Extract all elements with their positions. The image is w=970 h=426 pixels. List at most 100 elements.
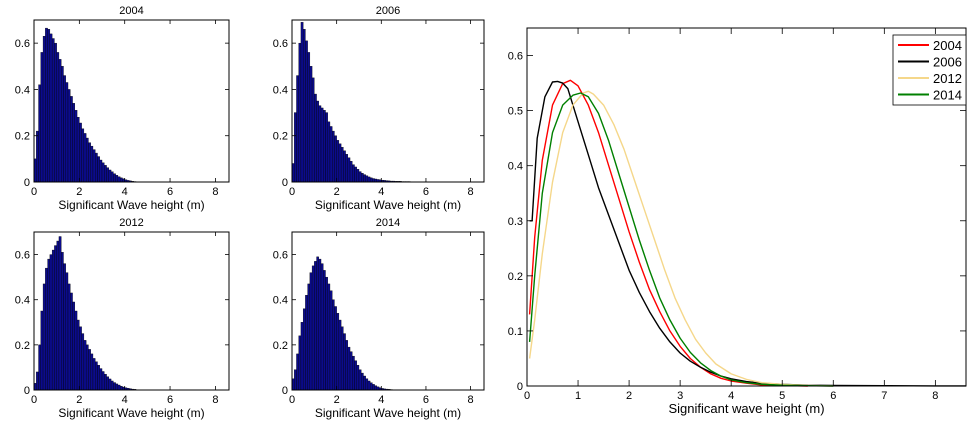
histogram-bar [309, 272, 313, 391]
histogram-bar [361, 372, 364, 391]
histogram-bar [349, 351, 353, 391]
x-tick-label: 4 [122, 394, 128, 406]
x-tick-label: 2 [76, 394, 82, 406]
histogram-bar [117, 176, 121, 183]
y-tick-label: 0 [24, 177, 30, 189]
histogram-bar [354, 166, 357, 183]
histogram-bar [104, 374, 107, 391]
histogram-bar [302, 29, 306, 183]
histogram-bar [42, 36, 46, 183]
histogram-bar [88, 142, 91, 183]
histogram-bar [349, 160, 353, 183]
histogram-bar [47, 258, 51, 391]
histogram-bar [49, 33, 53, 183]
chart-title: 2004 [119, 5, 143, 17]
axes-box [33, 19, 230, 183]
histogram-bar [332, 299, 335, 391]
histogram-bar [67, 283, 71, 391]
histogram-bar [85, 344, 89, 391]
histogram-bar [61, 66, 64, 183]
legend-label: 2014 [933, 88, 962, 103]
y-tick-label: 0.1 [508, 326, 523, 338]
x-tick-label: 0 [289, 394, 295, 406]
histogram-bar [47, 29, 51, 183]
histogram-bar [343, 333, 346, 391]
histogram-bar [74, 310, 78, 391]
histogram-bar [95, 152, 98, 183]
histogram-bar [356, 364, 360, 391]
histogram-bar [363, 174, 366, 183]
histogram-bar [36, 371, 39, 391]
y-tick-label: 0.6 [273, 38, 288, 50]
y-tick-label: 0.4 [508, 161, 523, 173]
histogram-bar [92, 358, 96, 391]
y-tick-label: 0.2 [15, 340, 30, 352]
y-tick-label: 0.6 [15, 38, 30, 50]
histogram-bar [40, 52, 44, 183]
x-tick-label: 2 [334, 186, 340, 198]
histogram-bar [67, 89, 71, 183]
histogram-bar [316, 256, 319, 391]
histogram-bar [323, 270, 326, 391]
histogram-bar [106, 167, 110, 183]
histogram-bar [334, 135, 337, 183]
axes-box [33, 231, 230, 391]
histogram-bar [296, 75, 299, 183]
histogram-bar [65, 272, 69, 391]
histogram-bar [49, 254, 53, 391]
x-tick-label: 2 [76, 186, 82, 198]
x-tick-label: 0 [31, 394, 37, 406]
histogram-bar [300, 22, 304, 183]
histogram-bar [356, 169, 360, 183]
histogram-bar [106, 376, 110, 391]
histogram-bar [327, 283, 331, 391]
histogram-bar [320, 263, 324, 391]
y-tick-label: 0.2 [273, 131, 288, 143]
y-tick-label: 0 [282, 177, 288, 189]
histogram-bar [372, 178, 375, 183]
histogram-bar [90, 353, 94, 391]
series-line-2014 [528, 92, 834, 387]
x-tick-label: 4 [378, 394, 384, 406]
histogram-bar [61, 252, 64, 391]
histogram-bar [363, 375, 366, 391]
histogram-bar [354, 360, 357, 391]
histogram-bar [56, 240, 60, 391]
y-tick-label: 0.2 [15, 131, 30, 143]
histogram-bar [58, 236, 62, 391]
y-tick-label: 0.2 [273, 340, 288, 352]
histogram-bar [99, 368, 103, 391]
histogram-bar [108, 378, 112, 391]
histogram-bar [110, 380, 114, 391]
histogram-bar [115, 383, 119, 391]
y-tick-label: 0 [24, 385, 30, 397]
histogram-bar [54, 245, 57, 391]
x-tick-label: 8 [212, 394, 218, 406]
histogram-bar [113, 173, 116, 183]
histogram-bar [99, 159, 103, 183]
x-tick-label: 8 [468, 186, 474, 198]
histogram-bar [45, 27, 48, 183]
histogram-bar [338, 319, 342, 391]
histogram-bar [113, 382, 116, 391]
histogram-bar [336, 140, 340, 183]
y-tick-label: 0.4 [273, 84, 288, 96]
x-tick-label: 2 [334, 394, 340, 406]
histogram-bar [323, 110, 326, 183]
histogram-bar [79, 326, 82, 391]
histogram-bar [70, 292, 73, 391]
histogram-bar [358, 369, 362, 391]
x-tick-label: 3 [677, 390, 683, 402]
histogram-bar [51, 249, 55, 391]
histogram-bar [347, 157, 351, 183]
histogram-bar [38, 344, 41, 391]
x-tick-label: 6 [167, 186, 173, 198]
histogram-bar [45, 267, 48, 391]
histogram-bar [334, 306, 337, 391]
x-tick-label: 1 [575, 390, 581, 402]
histogram-bar [374, 385, 378, 391]
legend-label: 2012 [933, 71, 962, 86]
histogram-bar [97, 364, 100, 391]
x-tick-label: 5 [779, 390, 785, 402]
histogram-bar [95, 361, 98, 391]
